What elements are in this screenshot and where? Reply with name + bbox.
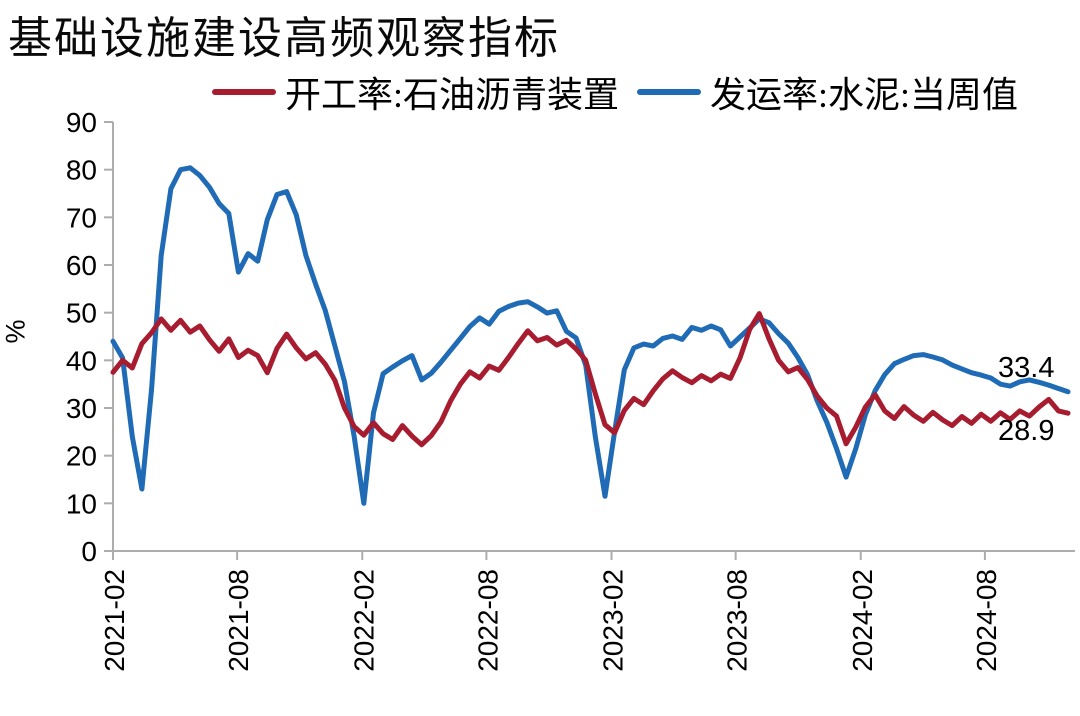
y-tick-label: 10 (66, 488, 97, 519)
end-value-label-cement: 33.4 (998, 352, 1055, 384)
x-tick-label: 2022-08 (472, 569, 503, 672)
y-tick-label: 80 (66, 155, 97, 186)
legend-swatch-asphalt (211, 89, 276, 95)
legend-label-cement: 发运率:水泥:当周值 (710, 75, 1019, 115)
legend-label-asphalt: 开工率:石油沥青装置 (284, 75, 619, 115)
y-tick-label: 70 (66, 202, 97, 233)
x-tick-label: 2024-08 (971, 569, 1002, 672)
y-tick-label: 30 (66, 393, 97, 424)
end-value-label-asphalt: 28.9 (998, 415, 1055, 447)
x-tick-label: 2022-02 (348, 569, 379, 672)
series-line-1 (110, 165, 1071, 506)
series-line-0 (110, 311, 1071, 448)
legend: 开工率:石油沥青装置 发运率:水泥:当周值 (0, 66, 1080, 118)
x-tick-label: 2024-02 (847, 569, 878, 672)
y-tick-label: 50 (66, 298, 97, 329)
y-tick-label: 90 (66, 107, 97, 138)
x-tick-label: 2021-08 (223, 569, 254, 672)
chart-title: 基础设施建设高频观察指标 (8, 14, 560, 63)
y-tick-label: 60 (66, 250, 97, 281)
legend-item-cement: 发运率:水泥:当周值 (637, 66, 1018, 118)
y-tick-label: 40 (66, 345, 97, 376)
legend-swatch-cement (637, 89, 701, 95)
x-tick-label: 2023-08 (722, 569, 753, 672)
y-tick-label: 20 (66, 441, 97, 472)
legend-item-asphalt: 开工率:石油沥青装置 (211, 66, 619, 118)
x-tick-label: 2023-02 (598, 569, 629, 672)
y-tick-label: 0 (81, 536, 97, 567)
x-tick-label: 2021-02 (99, 569, 130, 672)
